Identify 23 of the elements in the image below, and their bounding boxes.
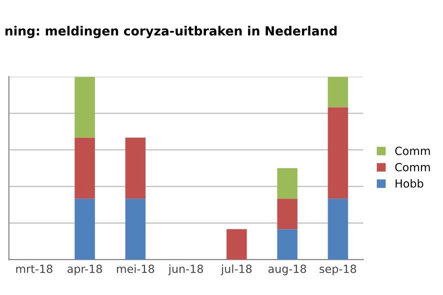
bar bbox=[277, 229, 298, 260]
bar bbox=[74, 76, 95, 138]
bar bbox=[74, 138, 95, 199]
x-tick-label: jun-18 bbox=[168, 264, 203, 276]
x-tick-label: mrt-18 bbox=[16, 264, 52, 274]
bar bbox=[226, 229, 247, 260]
legend-label: Comm bbox=[395, 162, 430, 172]
bar bbox=[277, 198, 298, 230]
bar bbox=[277, 168, 298, 199]
x-tick-label: sep-18 bbox=[320, 264, 356, 276]
chart-title: ning: meldingen coryza-uitbraken in Nederland bbox=[5, 26, 337, 38]
bar bbox=[125, 198, 146, 260]
bar bbox=[328, 107, 348, 199]
x-tick-label: mei-18 bbox=[116, 264, 154, 274]
bar bbox=[328, 198, 348, 260]
bar bbox=[328, 76, 348, 108]
legend-label: Hobb bbox=[396, 179, 424, 188]
x-tick-label: apr-18 bbox=[68, 264, 102, 276]
bar bbox=[74, 198, 95, 260]
bar bbox=[125, 138, 146, 199]
legend-label: Comm bbox=[395, 146, 430, 156]
x-tick-label: aug-18 bbox=[268, 264, 306, 276]
x-tick-label: jul-18 bbox=[220, 264, 252, 276]
